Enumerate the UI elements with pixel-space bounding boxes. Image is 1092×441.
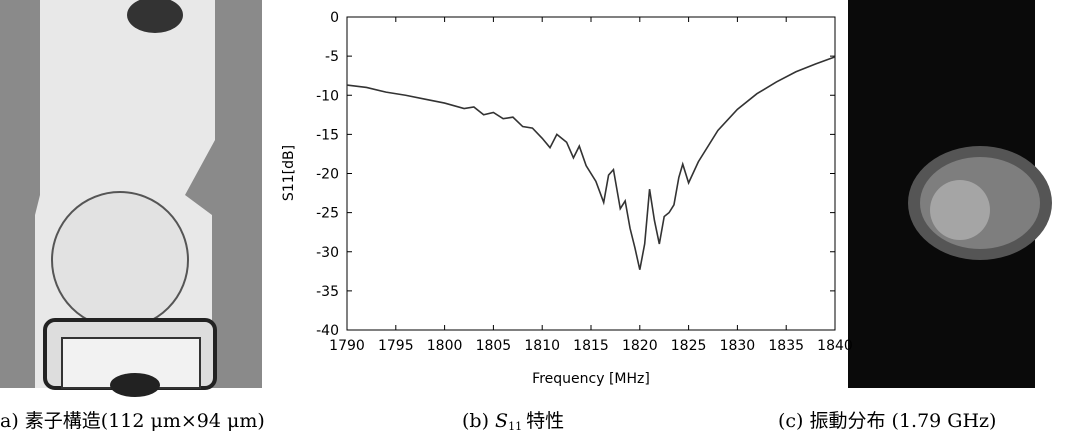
- x-tick-label: 1810: [524, 338, 560, 354]
- x-tick-label: 1840: [817, 338, 853, 354]
- y-tick-label: -20: [316, 167, 339, 183]
- caption-b-subscript: 11: [508, 420, 522, 433]
- x-tick-label: 1805: [476, 338, 512, 354]
- caption-b: (b) S11 特性: [462, 410, 564, 433]
- y-tick-label: -15: [316, 127, 339, 143]
- y-tick-label: -5: [325, 49, 339, 65]
- x-tick-label: 1790: [329, 338, 365, 354]
- caption-b-symbol: S: [495, 410, 508, 432]
- caption-b-text: 特性: [526, 410, 564, 432]
- y-tick-label: -30: [316, 245, 339, 261]
- vibration-image: [848, 0, 1052, 388]
- y-tick-label: 0: [330, 10, 339, 26]
- y-tick-label: -25: [316, 206, 339, 222]
- x-tick-label: 1795: [378, 338, 414, 354]
- x-tick-label: 1830: [720, 338, 756, 354]
- device-image: [0, 0, 262, 397]
- y-tick-label: -10: [316, 88, 339, 104]
- y-tick-label: -40: [316, 323, 339, 339]
- caption-c: (c) 振動分布 (1.79 GHz): [778, 410, 996, 432]
- x-tick-label: 1820: [622, 338, 658, 354]
- y-axis-label: S11[dB]: [281, 145, 297, 201]
- data-line: [346, 56, 836, 270]
- x-tick-label: 1815: [573, 338, 609, 354]
- caption-b-label: (b): [462, 410, 489, 432]
- x-tick-label: 1800: [427, 338, 463, 354]
- y-tick-label: -35: [316, 284, 339, 300]
- x-axis-label: Frequency [MHz]: [532, 371, 650, 387]
- x-tick-label: 1825: [671, 338, 707, 354]
- x-tick-label: 1835: [768, 338, 804, 354]
- caption-a: a) 素子構造(112 μm×94 μm): [0, 410, 265, 432]
